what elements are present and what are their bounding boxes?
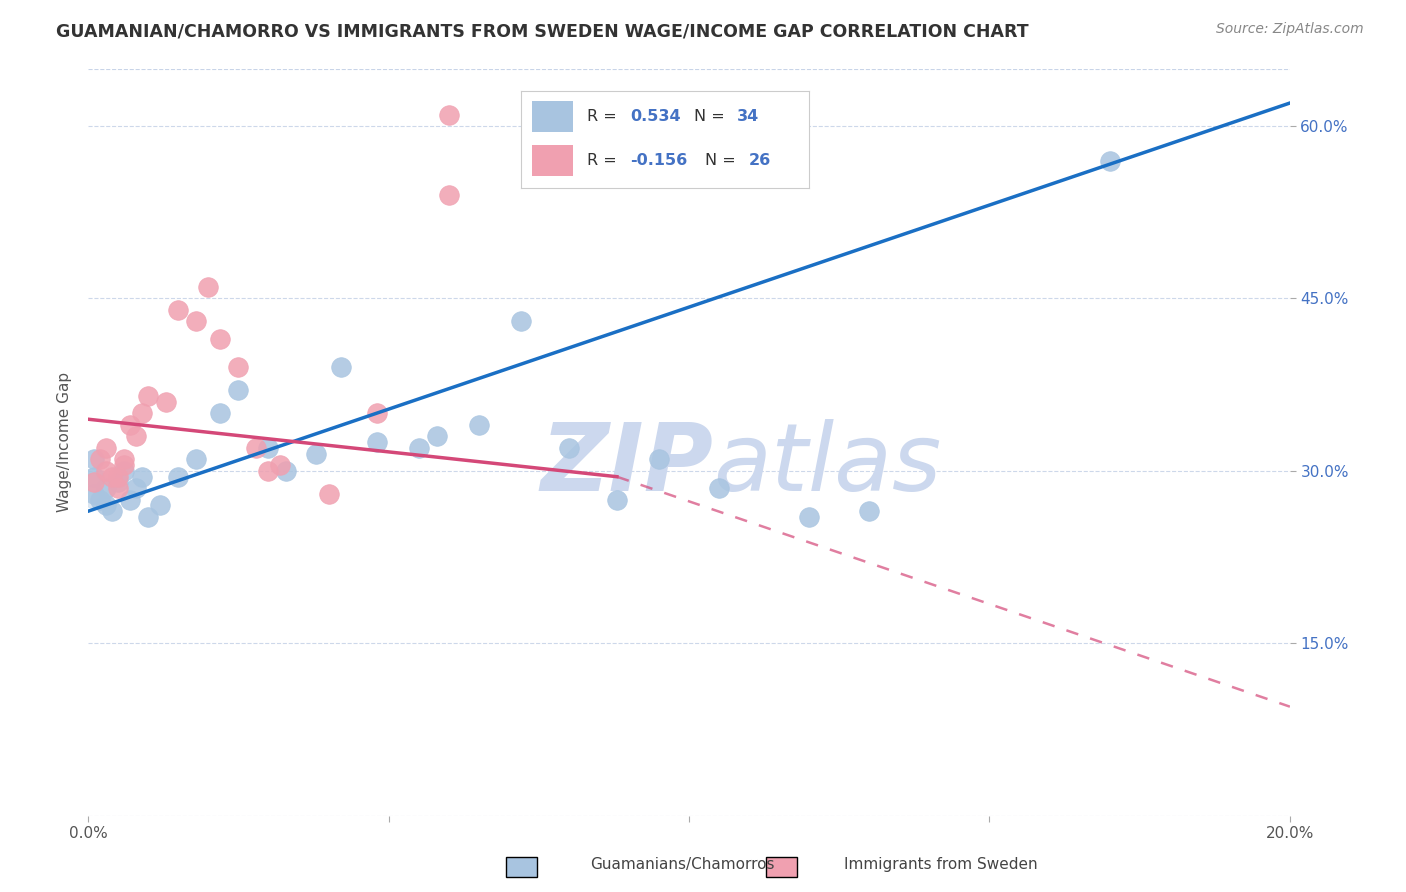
Point	[83, 487, 105, 501]
Point	[269, 458, 291, 473]
Point	[112, 458, 135, 473]
Point	[125, 429, 148, 443]
Point	[228, 384, 250, 398]
Point	[799, 510, 821, 524]
Point	[101, 504, 124, 518]
Point	[96, 441, 118, 455]
Point	[509, 314, 531, 328]
Point	[437, 107, 460, 121]
Point	[858, 504, 880, 518]
Point	[408, 441, 430, 455]
Point	[83, 469, 105, 483]
Point	[112, 452, 135, 467]
Point	[606, 492, 628, 507]
Point	[131, 407, 153, 421]
Text: Guamanians/Chamorros: Guamanians/Chamorros	[591, 857, 775, 872]
Point	[136, 389, 159, 403]
Point	[209, 332, 232, 346]
Y-axis label: Wage/Income Gap: Wage/Income Gap	[58, 372, 72, 512]
Point	[648, 452, 671, 467]
Point	[131, 469, 153, 483]
Point	[186, 314, 208, 328]
Point	[257, 441, 280, 455]
Text: ZIP: ZIP	[540, 418, 713, 510]
Point	[366, 435, 388, 450]
Point	[437, 188, 460, 202]
Point	[83, 475, 105, 490]
Point	[167, 469, 190, 483]
Point	[120, 492, 142, 507]
Point	[89, 492, 111, 507]
Point	[276, 464, 298, 478]
Point	[197, 280, 219, 294]
Point	[83, 452, 105, 467]
Point	[245, 441, 267, 455]
Point	[257, 464, 280, 478]
Point	[96, 464, 118, 478]
Point	[426, 429, 449, 443]
Point	[209, 407, 232, 421]
Point	[101, 469, 124, 483]
Point	[96, 481, 118, 495]
Point	[167, 303, 190, 318]
Point	[467, 417, 489, 432]
Point	[136, 510, 159, 524]
Point	[155, 395, 177, 409]
Point	[149, 499, 172, 513]
Point	[96, 499, 118, 513]
Text: GUAMANIAN/CHAMORRO VS IMMIGRANTS FROM SWEDEN WAGE/INCOME GAP CORRELATION CHART: GUAMANIAN/CHAMORRO VS IMMIGRANTS FROM SW…	[56, 22, 1029, 40]
Point	[318, 487, 340, 501]
Text: atlas: atlas	[713, 419, 941, 510]
Point	[228, 360, 250, 375]
Point	[107, 481, 129, 495]
Point	[89, 452, 111, 467]
Point	[107, 469, 129, 483]
Point	[305, 447, 328, 461]
Text: Source: ZipAtlas.com: Source: ZipAtlas.com	[1216, 22, 1364, 37]
Point	[707, 481, 730, 495]
Point	[120, 417, 142, 432]
Text: Immigrants from Sweden: Immigrants from Sweden	[844, 857, 1038, 872]
Point	[186, 452, 208, 467]
Point	[112, 464, 135, 478]
Point	[366, 407, 388, 421]
Point	[558, 441, 581, 455]
Point	[1098, 153, 1121, 168]
Point	[125, 481, 148, 495]
Point	[83, 481, 105, 495]
Point	[329, 360, 352, 375]
Point	[107, 475, 129, 490]
